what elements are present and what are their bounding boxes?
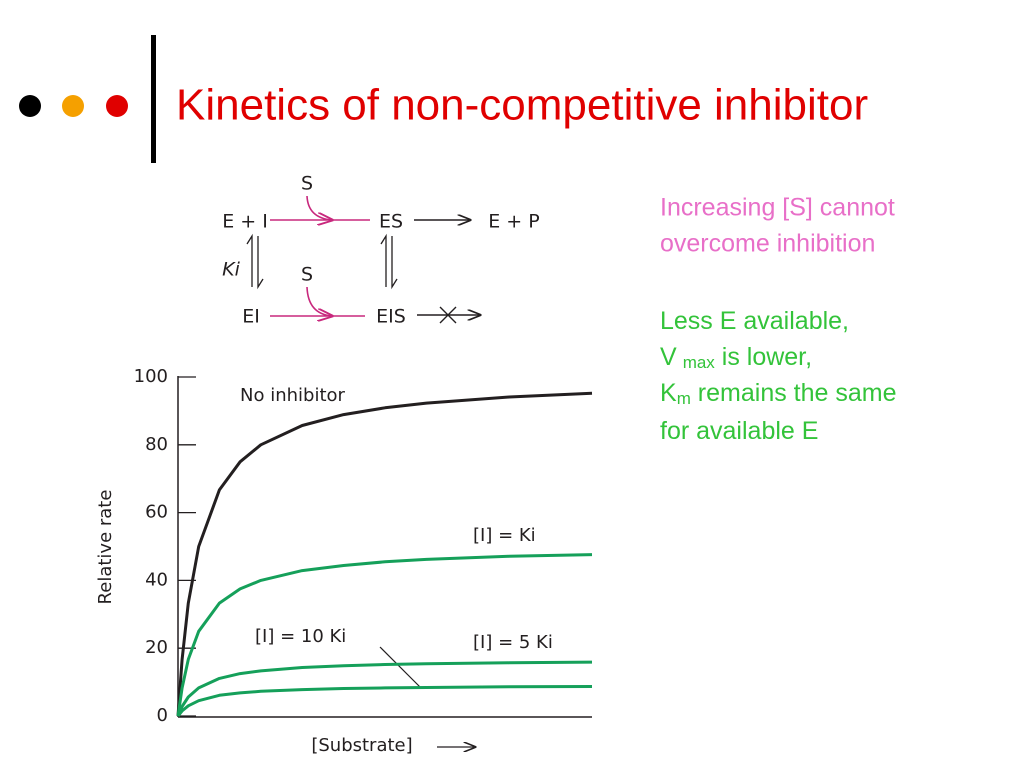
note-line: Km remains the same (660, 379, 897, 409)
diagram-label: S (301, 173, 313, 195)
note-text: V (660, 343, 677, 371)
note-text: K (660, 379, 677, 407)
divider (151, 35, 156, 163)
diagram-label: EIS (376, 306, 406, 328)
note-subscript: max (683, 353, 716, 372)
diagram-label: ES (379, 211, 403, 233)
x-axis-label: [Substrate] (311, 735, 412, 756)
y-tick-label: 100 (134, 366, 168, 387)
series-label: [I] = 5 Ki (473, 632, 553, 653)
note-line: overcome inhibition (660, 230, 875, 258)
equilibrium-arrow (246, 233, 264, 290)
series-line (176, 660, 593, 717)
slide-title: Kinetics of non-competitive inhibitor (176, 81, 868, 130)
note-text: Less E available, (660, 307, 849, 335)
note-line: Increasing [S] cannot (660, 194, 895, 222)
diagram-label: EI (242, 306, 260, 328)
series-line (176, 391, 593, 717)
arrow (270, 286, 365, 316)
chart: [Substrate] Relative rate 0 20 40 60 80 100 No… (95, 366, 593, 756)
series-label: [I] = Ki (473, 525, 536, 546)
series-label: No inhibitor (240, 385, 346, 406)
block-x (439, 306, 457, 324)
diagram-label: Ki (222, 259, 240, 281)
y-tick-label: 20 (145, 637, 168, 658)
leader-line (379, 646, 421, 688)
y-tick-label: 0 (157, 705, 168, 726)
diagram-label: E + P (488, 211, 539, 233)
equilibrium-arrow (380, 233, 398, 290)
y-tick-label: 60 (145, 502, 168, 523)
note-line: Less E available, (660, 307, 849, 335)
series-line (176, 685, 593, 717)
arrow (270, 195, 370, 220)
y-tick-label: 80 (145, 434, 168, 455)
diagram-label: E + I (222, 211, 268, 233)
reaction-diagram: S E + I ES E + P Ki S EI EIS (222, 173, 540, 328)
series-label: [I] = 10 Ki (255, 626, 346, 647)
note-text: for available E (660, 417, 818, 445)
series-line (176, 553, 593, 717)
note-text: is lower, (715, 343, 812, 371)
diagram-label: S (301, 264, 313, 286)
bullet-dot (106, 95, 128, 117)
bullet-dot (19, 95, 41, 117)
notes: Increasing [S] cannot overcome inhibitio… (660, 194, 897, 445)
y-axis-label: Relative rate (95, 490, 116, 605)
note-text: remains the same (691, 379, 897, 407)
y-tick-label: 40 (145, 569, 168, 590)
note-subscript: m (677, 389, 691, 408)
bullet-dot (62, 95, 84, 117)
note-line: for available E (660, 417, 818, 445)
